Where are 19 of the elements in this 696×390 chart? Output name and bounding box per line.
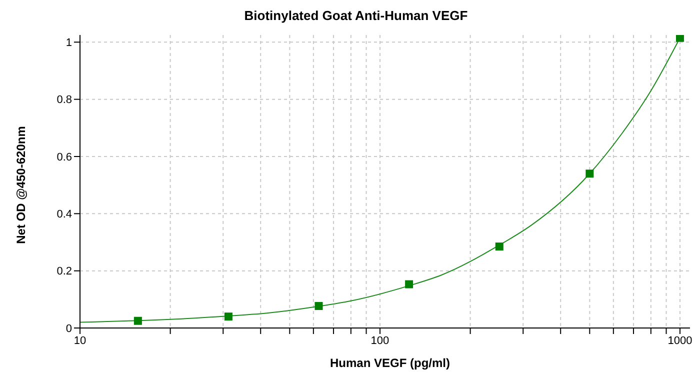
y-axis-title: Net OD @450-620nm — [14, 125, 28, 246]
x-axis-title: Human VEGF (pg/ml) — [329, 356, 451, 370]
y-tick-label: 0.8 — [56, 94, 72, 106]
x-tick-label: 10 — [74, 334, 86, 347]
y-tick-label: 0.2 — [56, 266, 72, 278]
point — [676, 35, 684, 42]
point — [405, 280, 414, 288]
point — [134, 316, 142, 325]
x-tick-label: 1000 — [668, 334, 692, 347]
x-tick-label: 100 — [370, 334, 390, 347]
y-tick-label: 0 — [66, 322, 72, 335]
y-tick-label: 1 — [66, 37, 72, 50]
point — [224, 312, 232, 321]
y-tick-label: 0.6 — [56, 151, 72, 164]
point — [495, 242, 504, 251]
chart-title: Biotinylated Goat Anti-Human VEGF — [243, 8, 469, 23]
point — [586, 170, 594, 178]
point — [314, 302, 323, 310]
y-tick-label: 0.4 — [56, 208, 72, 221]
